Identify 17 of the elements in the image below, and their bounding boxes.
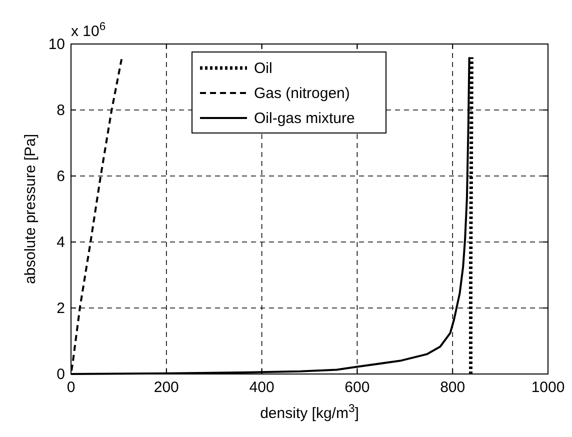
y-tick-label: 10 — [48, 36, 65, 53]
y-tick-label: 0 — [56, 366, 65, 383]
legend-label: Gas (nitrogen) — [254, 85, 350, 102]
text: x 10$^{6}$ — [71, 21, 106, 40]
y-tick-label: 6 — [56, 168, 65, 185]
x-tick-label: 1000 — [531, 379, 565, 396]
y-tick-label: 8 — [56, 102, 65, 119]
y-tick-label: 2 — [56, 300, 65, 317]
x-tick-label: 600 — [344, 379, 370, 396]
x-tick-label: 800 — [440, 379, 466, 396]
x-tick-label: 400 — [249, 379, 274, 396]
x-tick-label: 200 — [154, 379, 179, 396]
y-tick-label: 4 — [56, 234, 65, 251]
legend-label: Oil-gas mixture — [254, 110, 355, 127]
legend-label: Oil — [254, 60, 272, 77]
x-axis-title: density [kg/m$^{3}$] — [260, 403, 359, 422]
y-axis-title: absolute pressure [Pa] — [22, 134, 39, 284]
